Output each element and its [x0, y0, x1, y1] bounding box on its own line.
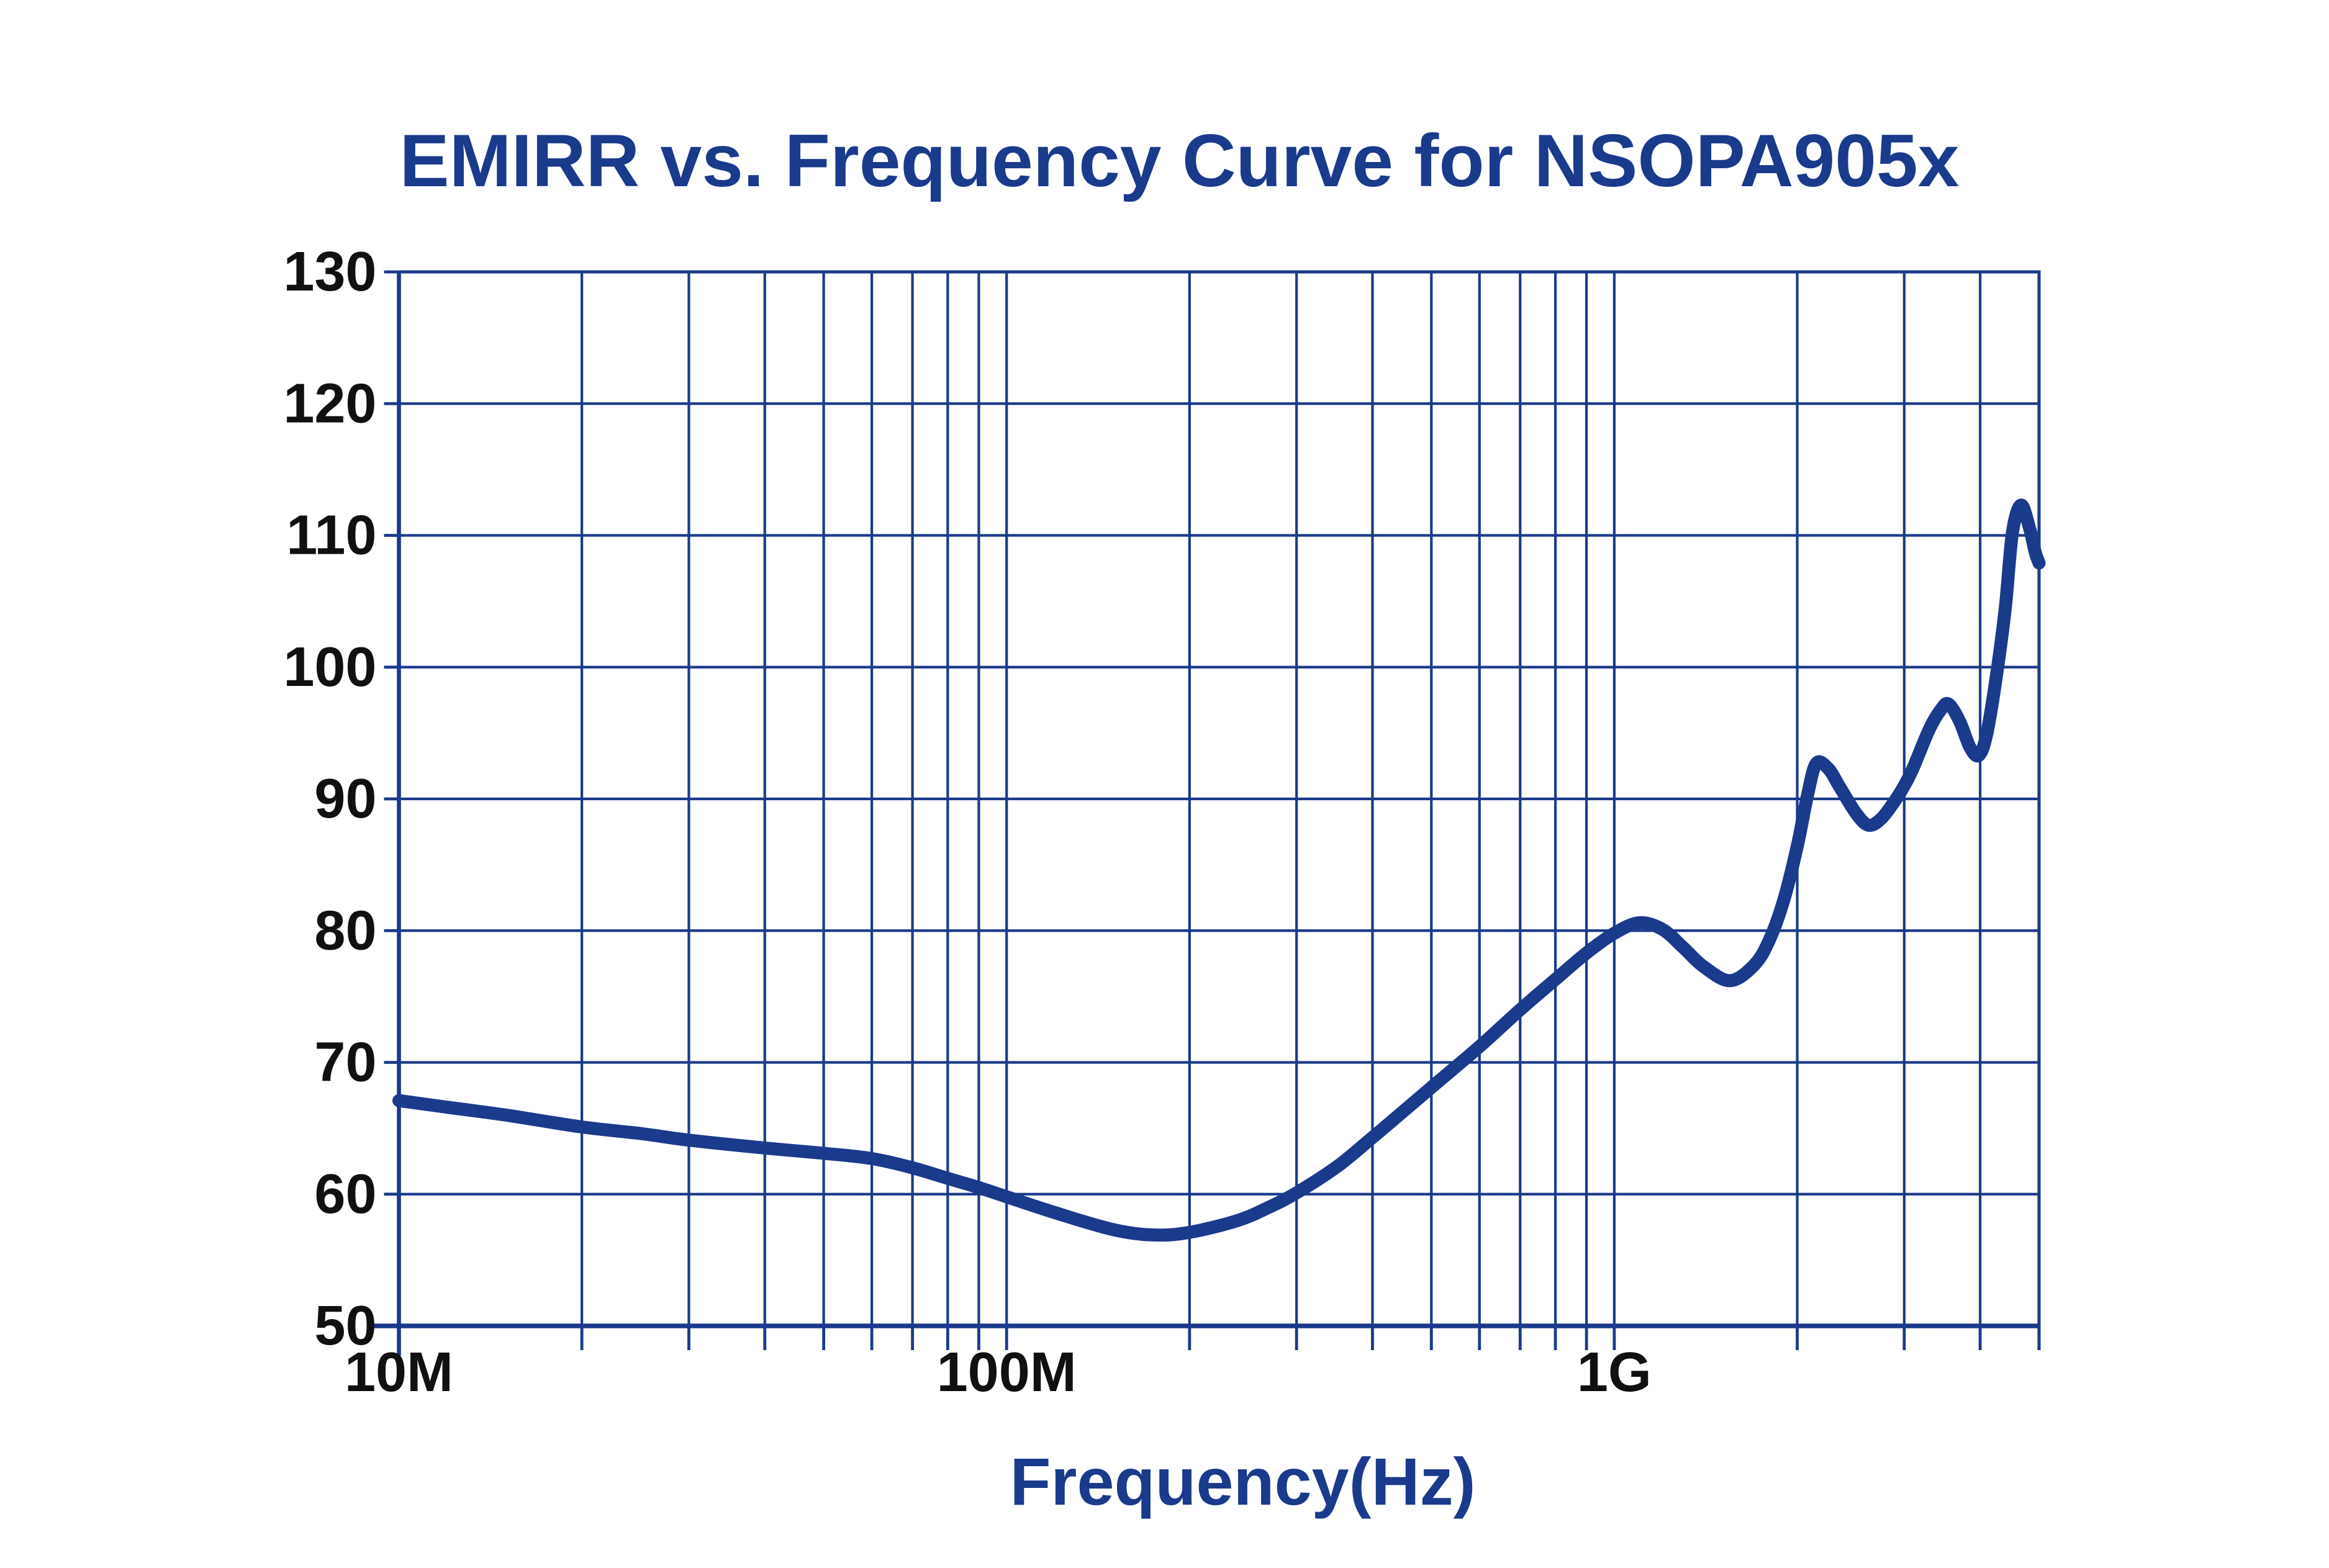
y-tick-label: 100 — [283, 636, 376, 698]
y-tick-label: 50 — [314, 1295, 376, 1357]
y-tick-label: 60 — [314, 1163, 376, 1225]
tick-layer — [384, 270, 2041, 1350]
y-tick-label: 120 — [283, 372, 376, 435]
y-tick-label: 70 — [314, 1032, 376, 1094]
y-tick-label: 130 — [283, 241, 376, 303]
chart-title: EMIRR vs. Frequency Curve for NSOPA905x — [400, 119, 1960, 202]
y-tick-label: 80 — [314, 899, 376, 962]
x-axis-label: Frequency(Hz) — [1010, 1444, 1475, 1519]
x-tick-label: 1G — [1577, 1341, 1652, 1404]
tick-label-layer: 50 60 70 80 90 100 110 120 130 10M 100M 1G — [283, 241, 1652, 1404]
y-tick-label: 110 — [286, 505, 376, 567]
x-tick-label: 10M — [345, 1341, 453, 1404]
grid-layer — [399, 272, 2039, 1326]
y-tick-label: 90 — [314, 768, 376, 830]
x-tick-label: 100M — [937, 1341, 1077, 1404]
emirr-curve — [392, 498, 2046, 1242]
axis-border-layer — [371, 270, 2041, 1356]
